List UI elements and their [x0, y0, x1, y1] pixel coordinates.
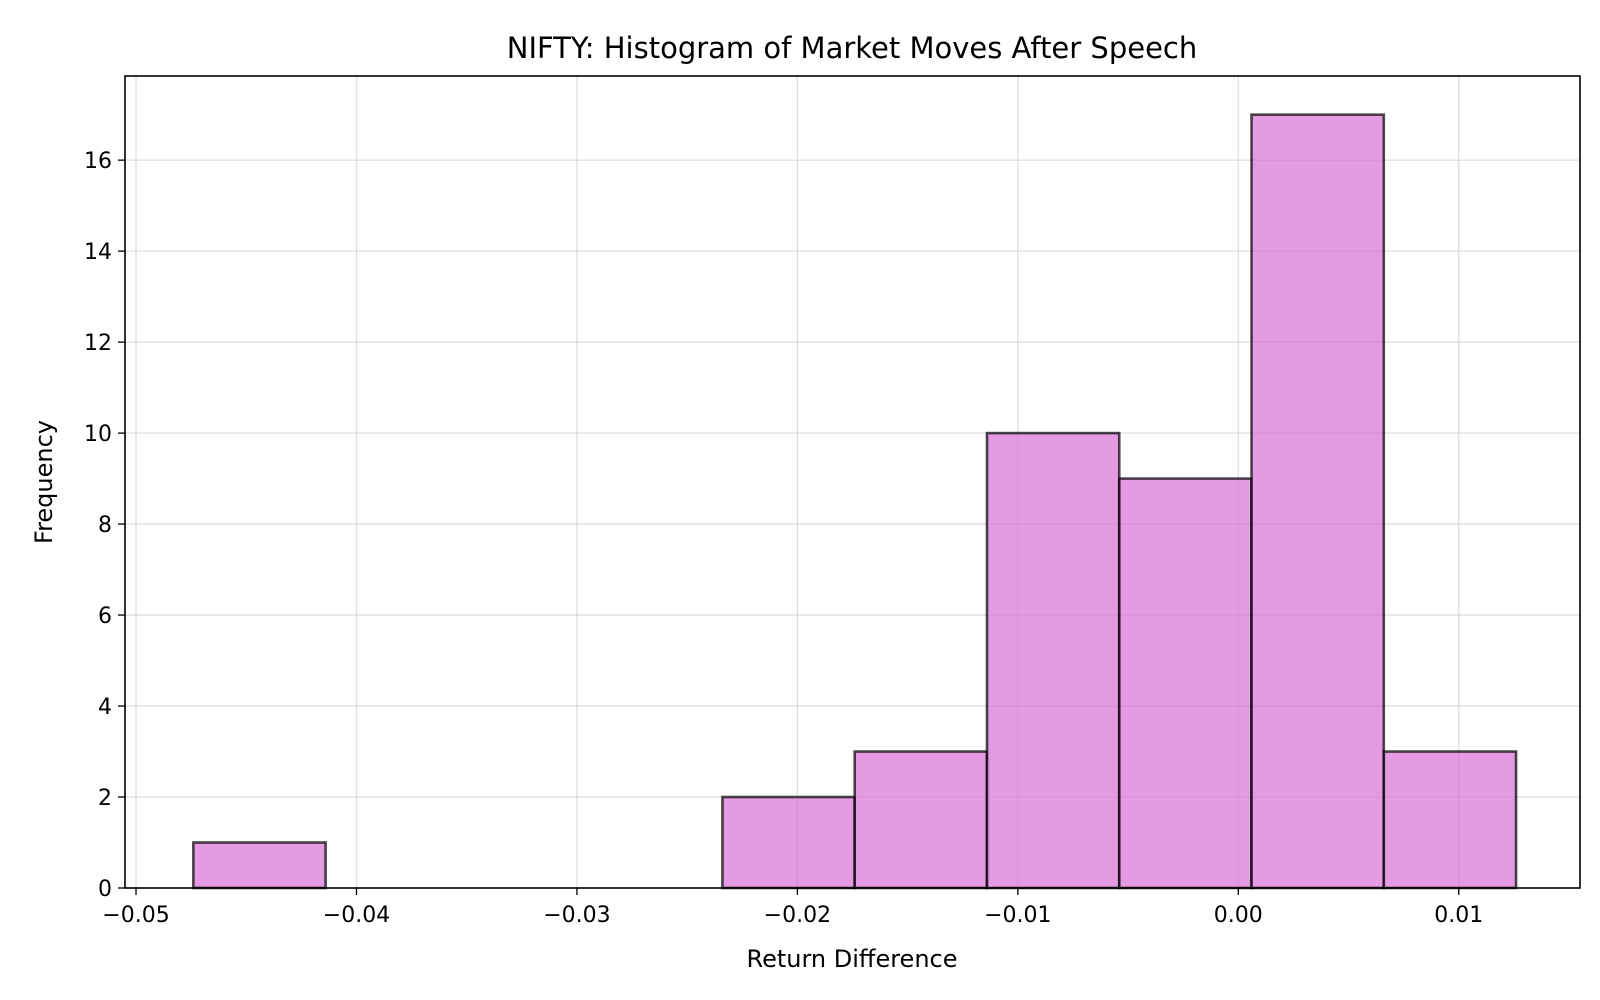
histogram-bar [1382, 750, 1518, 890]
x-tick-label: −0.05 [102, 903, 169, 928]
x-tick-label: −0.01 [984, 903, 1051, 928]
x-tick-label: 0.00 [1214, 903, 1263, 928]
histogram-bar [985, 431, 1121, 890]
x-tick-label: −0.02 [764, 903, 831, 928]
x-tick-label: −0.03 [543, 903, 610, 928]
y-tick-label: 16 [84, 149, 112, 174]
y-tick-label: 6 [98, 604, 112, 629]
x-tick-label: −0.04 [323, 903, 390, 928]
histogram-bar [721, 795, 857, 890]
chart-title: NIFTY: Histogram of Market Moves After S… [507, 31, 1198, 65]
y-tick-label: 2 [98, 786, 112, 811]
ticks-layer: −0.05 −0.04 −0.03 −0.02 −0.01 0.00 0.01 0 2 4 6 8 10… [84, 149, 1483, 928]
histogram-bar [853, 750, 989, 890]
y-tick-label: 10 [84, 422, 112, 447]
y-axis-title: Frequency [30, 420, 58, 544]
histogram-bar [1117, 477, 1253, 890]
y-tick-label: 0 [98, 877, 112, 902]
bars-layer [192, 113, 1518, 890]
y-tick-label: 14 [84, 240, 112, 265]
y-tick-label: 4 [98, 695, 112, 720]
plot-area-frame [124, 75, 1581, 889]
x-axis-title: Return Difference [747, 945, 958, 973]
histogram-bar [192, 841, 327, 890]
y-tick-label: 12 [84, 331, 112, 356]
x-tick-label: 0.01 [1434, 903, 1483, 928]
histogram-bar [1250, 113, 1386, 890]
y-tick-label: 8 [98, 513, 112, 538]
